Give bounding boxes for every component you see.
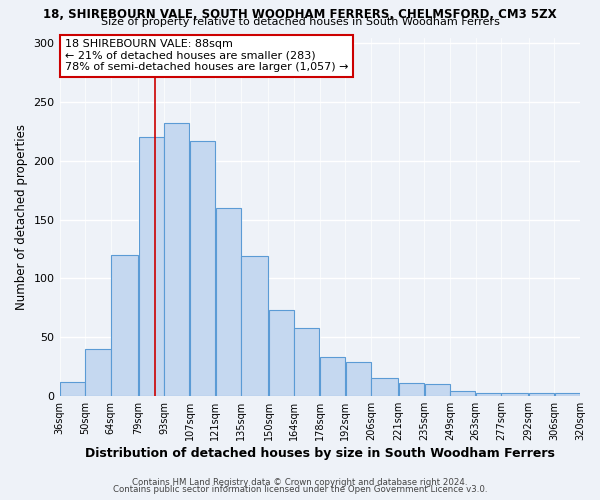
Text: Contains public sector information licensed under the Open Government Licence v3: Contains public sector information licen… <box>113 485 487 494</box>
Bar <box>241 256 268 396</box>
Bar <box>476 394 501 396</box>
Bar <box>554 394 580 396</box>
Bar <box>111 255 138 396</box>
Bar <box>450 391 475 396</box>
Bar <box>346 362 371 396</box>
Bar <box>164 123 190 396</box>
Bar <box>529 394 554 396</box>
Bar <box>269 310 294 396</box>
Text: Size of property relative to detached houses in South Woodham Ferrers: Size of property relative to detached ho… <box>101 17 499 27</box>
Bar <box>502 394 529 396</box>
X-axis label: Distribution of detached houses by size in South Woodham Ferrers: Distribution of detached houses by size … <box>85 447 555 460</box>
Bar <box>85 348 110 396</box>
Bar <box>425 384 449 396</box>
Text: Contains HM Land Registry data © Crown copyright and database right 2024.: Contains HM Land Registry data © Crown c… <box>132 478 468 487</box>
Bar <box>60 382 85 396</box>
Bar <box>399 383 424 396</box>
Bar <box>320 357 345 396</box>
Bar <box>295 328 319 396</box>
Bar <box>139 138 164 396</box>
Bar <box>190 141 215 396</box>
Text: 18, SHIREBOURN VALE, SOUTH WOODHAM FERRERS, CHELMSFORD, CM3 5ZX: 18, SHIREBOURN VALE, SOUTH WOODHAM FERRE… <box>43 8 557 20</box>
Bar <box>371 378 398 396</box>
Text: 18 SHIREBOURN VALE: 88sqm
← 21% of detached houses are smaller (283)
78% of semi: 18 SHIREBOURN VALE: 88sqm ← 21% of detac… <box>65 40 348 72</box>
Y-axis label: Number of detached properties: Number of detached properties <box>15 124 28 310</box>
Bar <box>215 208 241 396</box>
